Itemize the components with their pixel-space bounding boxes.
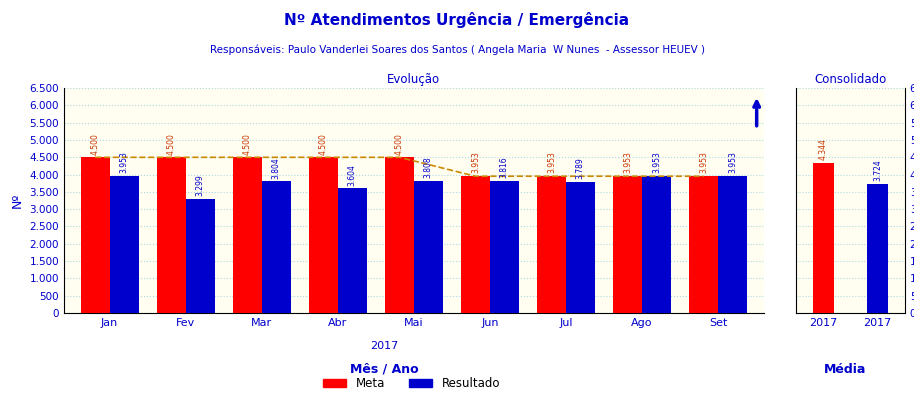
Text: Mês / Ano: Mês / Ano <box>349 363 419 376</box>
Bar <box>867 184 888 313</box>
Bar <box>718 176 747 313</box>
Bar <box>309 157 338 313</box>
Text: 3.816: 3.816 <box>500 156 509 178</box>
Bar <box>110 176 139 313</box>
Title: Consolidado: Consolidado <box>814 73 887 86</box>
Bar <box>157 157 186 313</box>
Bar <box>689 176 718 313</box>
Bar <box>566 182 595 313</box>
Text: 3.808: 3.808 <box>424 157 432 178</box>
Bar <box>80 157 110 313</box>
Bar <box>261 181 291 313</box>
Text: 3.953: 3.953 <box>547 152 556 174</box>
Text: 3.804: 3.804 <box>271 157 281 178</box>
Text: Nº Atendimentos Urgência / Emergência: Nº Atendimentos Urgência / Emergência <box>284 12 630 28</box>
Y-axis label: Nº: Nº <box>11 193 24 208</box>
Text: 4.500: 4.500 <box>395 133 404 154</box>
Text: 3.953: 3.953 <box>699 152 708 174</box>
Text: 3.299: 3.299 <box>196 174 205 196</box>
Text: 4.500: 4.500 <box>90 133 100 154</box>
Bar <box>385 157 414 313</box>
Bar <box>461 176 490 313</box>
Bar <box>613 176 642 313</box>
Bar <box>414 181 442 313</box>
Text: 3.604: 3.604 <box>347 164 356 186</box>
Text: 4.500: 4.500 <box>319 133 328 154</box>
Text: 3.789: 3.789 <box>576 157 585 179</box>
Title: Evolução: Evolução <box>388 73 441 86</box>
Text: 3.953: 3.953 <box>623 152 632 174</box>
Bar <box>813 163 834 313</box>
Text: 4.344: 4.344 <box>819 138 828 160</box>
Text: Responsáveis: Paulo Vanderlei Soares dos Santos ( Angela Maria  W Nunes  - Asses: Responsáveis: Paulo Vanderlei Soares dos… <box>209 44 705 55</box>
Text: 3.724: 3.724 <box>873 160 882 181</box>
Bar <box>537 176 566 313</box>
Bar <box>233 157 261 313</box>
Bar <box>642 176 671 313</box>
Text: 4.500: 4.500 <box>243 133 251 154</box>
Text: 3.953: 3.953 <box>728 152 737 174</box>
Text: 3.953: 3.953 <box>471 152 480 174</box>
Bar <box>490 181 519 313</box>
Text: 3.953: 3.953 <box>652 152 661 174</box>
Text: Média: Média <box>824 363 866 376</box>
Bar <box>338 188 367 313</box>
Legend: Meta, Resultado: Meta, Resultado <box>318 373 505 395</box>
Text: 2017: 2017 <box>370 341 398 351</box>
Bar <box>186 199 215 313</box>
Text: 3.953: 3.953 <box>120 152 129 174</box>
Text: 4.500: 4.500 <box>166 133 175 154</box>
